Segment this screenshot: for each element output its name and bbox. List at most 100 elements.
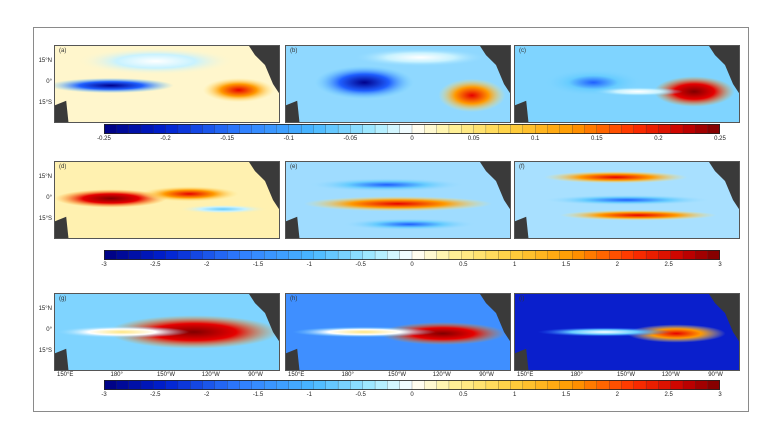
colorbar-tick-label: -0.2 [160, 136, 171, 142]
colorbar-cell [190, 124, 203, 134]
colorbar-cell [337, 250, 351, 260]
colorbar-cell [325, 250, 339, 260]
new-guinea-land [515, 100, 529, 122]
map-field [55, 162, 279, 238]
colorbar-tick-label: 2.5 [664, 392, 673, 398]
colorbar-cell [337, 124, 351, 134]
colorbar-cell [485, 380, 499, 390]
colorbar-cell [288, 124, 302, 134]
colorbar-cell [140, 250, 154, 260]
central-america-land [249, 294, 279, 342]
colorbar-cell [104, 380, 117, 390]
colorbar-cell [239, 380, 253, 390]
colorbar-cell [227, 250, 240, 260]
latitude-label: 15°N [38, 305, 52, 312]
colorbar-cell [190, 380, 203, 390]
colorbar-cell [239, 124, 253, 134]
panel-label: (i) [519, 296, 525, 302]
panel-label: (d) [59, 164, 67, 170]
colorbar-tick-label: -0.05 [343, 136, 358, 142]
map-panel-d: (d) [54, 161, 280, 239]
colorbar-cell [374, 380, 388, 390]
colorbar-cell [202, 250, 216, 260]
colorbar-cell [165, 380, 179, 390]
new-guinea-land [286, 348, 300, 370]
colorbar-cell [498, 380, 511, 390]
colorbar-cell [251, 124, 265, 134]
colorbar-cell [399, 250, 413, 260]
colorbar-tick-label: 1.5 [561, 262, 571, 268]
colorbar-cell [313, 124, 327, 134]
colorbar-cell [707, 380, 720, 390]
colorbar-cell [337, 380, 351, 390]
anomaly-field-blob [380, 322, 506, 345]
colorbar-cell [572, 250, 585, 260]
colorbar-cell [214, 250, 228, 260]
colorbar-tick-label: 1.5 [561, 392, 571, 398]
colorbar-cell [547, 250, 561, 260]
colorbar-tick-label: -2.5 [150, 392, 161, 398]
colorbar-tick-label: 0.05 [467, 136, 480, 142]
colorbar-tick-label: 1 [512, 262, 517, 268]
colorbar-cell [374, 124, 388, 134]
colorbar-cell [325, 124, 339, 134]
colorbar-cell [633, 380, 647, 390]
colorbar-cell [362, 124, 376, 134]
colorbar-cell [707, 250, 720, 260]
colorbar-cell [276, 124, 290, 134]
colorbar-tick-label: 2 [615, 392, 619, 398]
longitude-label: 90°W [248, 372, 263, 378]
colorbar-cell [448, 124, 462, 134]
colorbar-cell [165, 250, 179, 260]
colorbar-cell [424, 380, 438, 390]
anomaly-field-blob [342, 218, 477, 231]
colorbar-tick-label: 3 [718, 392, 722, 398]
latitude-label: 15°N [38, 57, 52, 64]
colorbar-tick-label: -3 [101, 392, 107, 398]
new-guinea-land [55, 348, 69, 370]
latitude-label: 15°S [38, 100, 52, 107]
colorbar-tick-label: -3 [101, 262, 107, 268]
new-guinea-land [515, 348, 529, 370]
anomaly-field-blob [544, 171, 688, 184]
colorbar-cell [485, 124, 499, 134]
anomaly-field-blob [77, 47, 235, 75]
colorbar-cell [535, 124, 548, 134]
colorbar-cell [153, 250, 167, 260]
colorbar-cell [535, 380, 548, 390]
longitude-label: 120°W [432, 372, 451, 378]
colorbar-cell [535, 250, 548, 260]
colorbar-cell [670, 124, 684, 134]
anomaly-field-blob [559, 209, 717, 221]
colorbar-1 [104, 124, 720, 134]
panel-label: (e) [290, 164, 298, 170]
colorbar-cell [202, 124, 216, 134]
colorbar-cell [128, 250, 142, 260]
colorbar-cell [177, 124, 191, 134]
longitude-label: 90°W [479, 372, 494, 378]
colorbar-cell [140, 380, 154, 390]
map-panel-i: (i) [514, 293, 740, 371]
map-panel-b: (b) [285, 45, 511, 123]
colorbar-cell [572, 380, 585, 390]
map-field [515, 162, 739, 238]
colorbar-cell [411, 250, 425, 260]
colorbar-cell [695, 250, 709, 260]
colorbar-cell [658, 250, 672, 260]
map-field [515, 46, 739, 122]
colorbar-cell [177, 250, 191, 260]
map-panel-e: (e) [285, 161, 511, 239]
colorbar-cell [239, 250, 253, 260]
anomaly-field-blob [140, 186, 239, 202]
colorbar-cell [264, 250, 277, 260]
colorbar-cell [695, 380, 709, 390]
figure-frame: (a) 15°N 0° 15°S (b) (c) (d) 15°N 0° 15°S (e) (f) (g… [33, 27, 749, 412]
colorbar-cell [608, 250, 622, 260]
colorbar-cell [707, 124, 720, 134]
colorbar-cell [621, 250, 635, 260]
colorbar-cell [436, 250, 450, 260]
map-field [55, 294, 279, 370]
colorbar-cell [387, 124, 401, 134]
colorbar-tick-label: 0.2 [654, 136, 663, 142]
colorbar-cell [584, 124, 598, 134]
